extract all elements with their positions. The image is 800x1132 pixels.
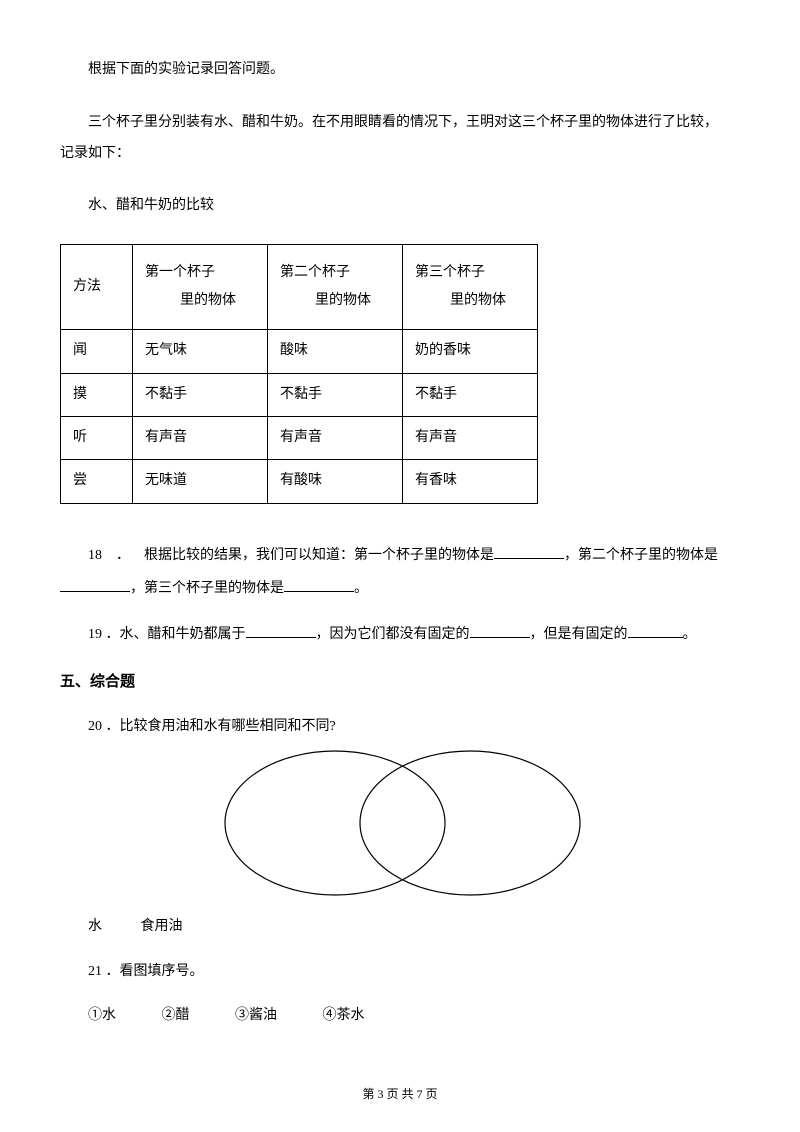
venn-labels: 水 食用油 (60, 916, 730, 938)
q21-opt: ①水 (88, 1008, 116, 1023)
venn-label-left: 水 (88, 919, 102, 934)
hdr-cup2: 第二个杯子 里的物体 (268, 245, 403, 330)
cell: 有声音 (403, 416, 538, 459)
blank-input[interactable] (246, 624, 316, 638)
q18-d: 。 (354, 581, 368, 596)
table-row: 摸 不黏手 不黏手 不黏手 (61, 373, 538, 416)
table-row: 闻 无气味 酸味 奶的香味 (61, 330, 538, 373)
q19-a: 水、醋和牛奶都属于 (120, 627, 246, 642)
venn-svg (205, 748, 585, 898)
intro-1: 根据下面的实验记录回答问题。 (60, 55, 730, 86)
table-row: 听 有声音 有声音 有声音 (61, 416, 538, 459)
blank-input[interactable] (470, 624, 530, 638)
cell: 不黏手 (133, 373, 268, 416)
venn-label-right: 食用油 (141, 919, 183, 934)
q19-num: 19 ． (88, 627, 120, 642)
cell-method: 尝 (61, 460, 133, 503)
q21-opt: ②醋 (162, 1008, 190, 1023)
blank-input[interactable] (60, 578, 130, 592)
cell-method: 听 (61, 416, 133, 459)
q19-d: 。 (683, 627, 697, 642)
q21-opt: ③酱油 (235, 1008, 277, 1023)
blank-input[interactable] (284, 578, 354, 592)
table-row: 尝 无味道 有酸味 有香味 (61, 460, 538, 503)
page-footer: 第 3 页 共 7 页 (0, 1085, 800, 1104)
q20-text: 比较食用油和水有哪些相同和不同? (120, 719, 336, 734)
cell: 有香味 (403, 460, 538, 503)
cell: 有酸味 (268, 460, 403, 503)
q18-num-b: ． (116, 548, 130, 563)
q21-options: ①水 ②醋 ③酱油 ④茶水 (60, 1005, 730, 1027)
cell-method: 闻 (61, 330, 133, 373)
cell: 无气味 (133, 330, 268, 373)
hdr-cup3-l1: 第三个杯子 (415, 265, 485, 280)
hdr-cup1: 第一个杯子 里的物体 (133, 245, 268, 330)
footer-text: 第 3 页 共 7 页 (362, 1087, 437, 1101)
cell: 有声音 (268, 416, 403, 459)
intro-2: 三个杯子里分别装有水、醋和牛奶。在不用眼睛看的情况下，王明对这三个杯子里的物体进… (60, 108, 730, 170)
table-title: 水、醋和牛奶的比较 (60, 191, 730, 222)
q19-c: ，但是有固定的 (530, 627, 628, 642)
hdr-method: 方法 (61, 245, 133, 330)
hdr-cup2-l1: 第二个杯子 (280, 265, 350, 280)
cell: 不黏手 (403, 373, 538, 416)
q21-text: 看图填序号。 (120, 964, 204, 979)
q18-b: ，第二个杯子里的物体是 (564, 548, 718, 563)
venn-diagram (60, 748, 730, 906)
question-20: 20 ．比较食用油和水有哪些相同和不同? (60, 716, 730, 738)
q18-a: 根据比较的结果，我们可以知道：第一个杯子里的物体是 (144, 548, 494, 563)
q19-b: ，因为它们都没有固定的 (316, 627, 470, 642)
q20-num: 20 ． (88, 719, 120, 734)
cell: 酸味 (268, 330, 403, 373)
cell-method: 摸 (61, 373, 133, 416)
cell: 有声音 (133, 416, 268, 459)
hdr-cup2-l2: 里的物体 (280, 287, 390, 315)
question-19: 19 ．水、醋和牛奶都属于 ，因为它们都没有固定的 ，但是有固定的 。 (60, 618, 730, 652)
q18-c: ，第三个杯子里的物体是 (130, 581, 284, 596)
comparison-table: 方法 第一个杯子 里的物体 第二个杯子 里的物体 第三个杯子 里的物体 闻 无气… (60, 244, 538, 504)
cell: 无味道 (133, 460, 268, 503)
hdr-cup1-l2: 里的物体 (145, 287, 255, 315)
hdr-cup3: 第三个杯子 里的物体 (403, 245, 538, 330)
table-row: 方法 第一个杯子 里的物体 第二个杯子 里的物体 第三个杯子 里的物体 (61, 245, 538, 330)
section-5-heading: 五、综合题 (60, 670, 730, 694)
question-21: 21 ．看图填序号。 (60, 961, 730, 983)
q21-opt: ④茶水 (323, 1008, 365, 1023)
blank-input[interactable] (628, 624, 683, 638)
cell: 奶的香味 (403, 330, 538, 373)
hdr-cup1-l1: 第一个杯子 (145, 265, 215, 280)
question-18: 18 ． 根据比较的结果，我们可以知道：第一个杯子里的物体是 ，第二个杯子里的物体是 ，… (60, 539, 730, 606)
hdr-cup3-l2: 里的物体 (415, 287, 525, 315)
q18-num-a: 18 (88, 548, 102, 563)
blank-input[interactable] (494, 545, 564, 559)
cell: 不黏手 (268, 373, 403, 416)
q21-num: 21 ． (88, 964, 120, 979)
